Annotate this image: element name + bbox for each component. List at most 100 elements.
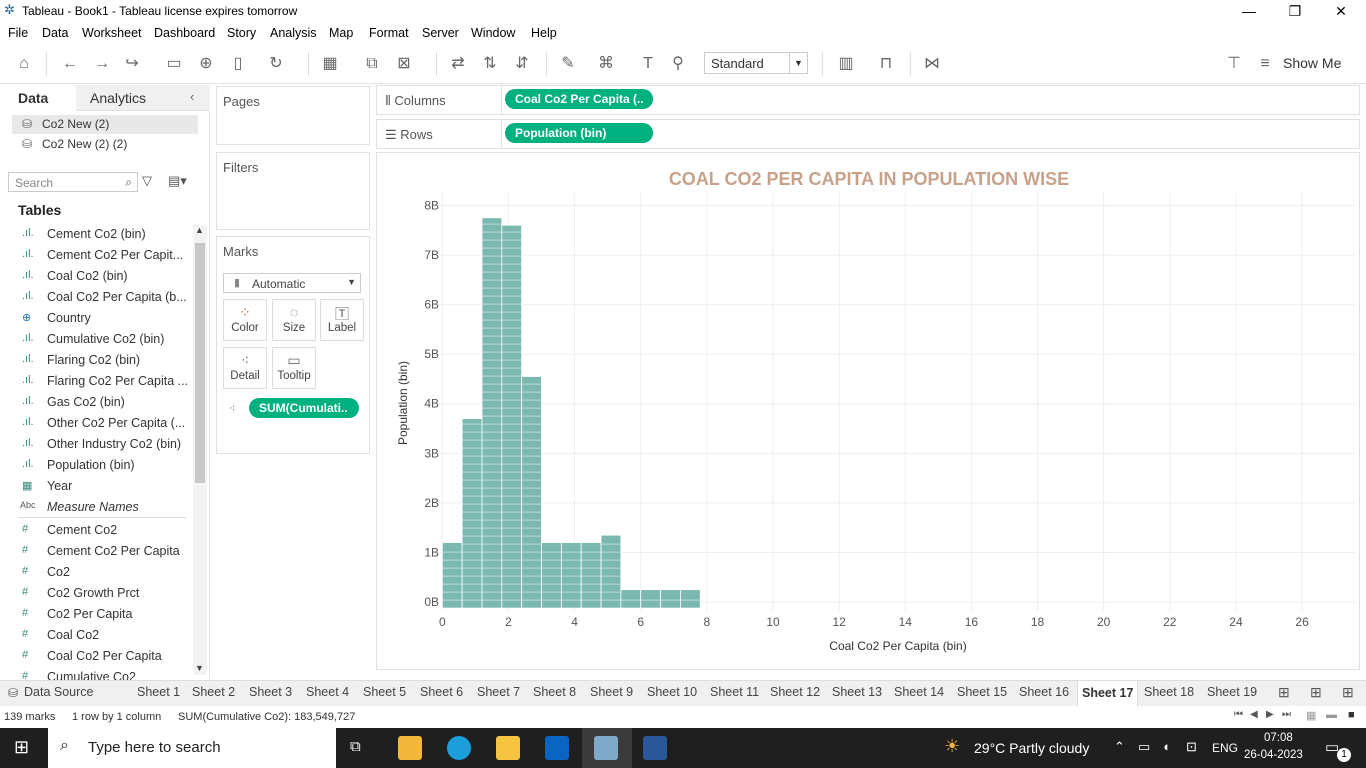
highlight-icon[interactable]: ✎ <box>561 55 575 72</box>
tab-data-source[interactable]: Data Source <box>24 685 94 699</box>
field-item[interactable]: .ıl. Cement Co2 (bin) <box>0 224 190 245</box>
sort-ascending-icon[interactable]: ⇅ <box>483 55 497 72</box>
menu-format[interactable]: Format <box>369 26 409 40</box>
new-dashboard-icon[interactable]: ⊞ <box>1310 684 1322 700</box>
view-options-icon[interactable]: ▤▾ <box>168 173 187 188</box>
field-item[interactable]: .ıl. Population (bin) <box>0 455 190 476</box>
tab-sheet-12[interactable]: Sheet 12 <box>770 685 821 699</box>
field-item[interactable]: .ıl. Flaring Co2 Per Capita ... <box>0 371 190 392</box>
duplicate-icon[interactable]: ⧉ <box>366 55 378 72</box>
rows-pill[interactable]: Population (bin) <box>505 123 653 143</box>
tab-sheet-19[interactable]: Sheet 19 <box>1207 685 1258 699</box>
field-search-input[interactable]: Search ⌕ <box>8 172 138 192</box>
swap-icon[interactable]: ⇄ <box>451 55 465 72</box>
close-button[interactable]: ✕ <box>1335 3 1347 19</box>
field-item[interactable]: # Co2 <box>0 562 190 583</box>
presentation-icon[interactable]: ⊓ <box>879 55 893 72</box>
field-item[interactable]: # Co2 Per Capita <box>0 604 190 625</box>
tab-sheet-13[interactable]: Sheet 13 <box>832 685 883 699</box>
tab-sheet-5[interactable]: Sheet 5 <box>363 685 407 699</box>
show-me-icon[interactable]: ≡ <box>1260 55 1270 72</box>
field-item[interactable]: Abc Measure Names <box>0 497 190 518</box>
pause-updates-icon[interactable]: ▯ <box>233 55 243 72</box>
volume-icon[interactable]: ◖ <box>1162 739 1170 754</box>
field-item[interactable]: # Cement Co2 Per Capita <box>0 541 190 562</box>
datasource-item[interactable]: ⛁ Co2 New (2) <box>12 115 198 134</box>
fix-axes-icon[interactable]: ⚲ <box>672 55 684 72</box>
tab-sheet-4[interactable]: Sheet 4 <box>306 685 350 699</box>
field-item[interactable]: .ıl. Flaring Co2 (bin) <box>0 350 190 371</box>
edge-app-icon[interactable] <box>447 736 471 760</box>
minimize-button[interactable]: — <box>1242 3 1256 19</box>
collapse-icon[interactable]: ‹ <box>190 89 195 104</box>
field-item[interactable]: .ıl. Coal Co2 (bin) <box>0 266 190 287</box>
clock-time[interactable]: 07:08 <box>1264 732 1293 744</box>
tab-sheet-16[interactable]: Sheet 16 <box>1019 685 1070 699</box>
tray-chevron-icon[interactable]: ⌃ <box>1114 739 1125 754</box>
rows-shelf[interactable]: ☰ Rows Population (bin) <box>376 119 1360 149</box>
columns-pill[interactable]: Coal Co2 Per Capita (.. <box>505 89 653 109</box>
view-canvas[interactable]: COAL CO2 PER CAPITA IN POPULATION WISE C… <box>376 152 1360 670</box>
show-cards-icon[interactable]: ▥ <box>838 55 854 72</box>
tab-sheet-18[interactable]: Sheet 18 <box>1144 685 1195 699</box>
menu-dashboard[interactable]: Dashboard <box>154 26 216 40</box>
notification-icon[interactable]: ▭ <box>1325 739 1340 756</box>
tab-sheet-1[interactable]: Sheet 1 <box>137 685 181 699</box>
menu-window[interactable]: Window <box>471 26 516 40</box>
undo-icon[interactable]: ← <box>62 55 78 72</box>
detail-button[interactable]: ⁖ Detail <box>223 347 267 389</box>
clock-date[interactable]: 26-04-2023 <box>1244 749 1303 761</box>
field-item[interactable]: ▦ Year <box>0 476 190 497</box>
fit-dropdown[interactable]: Standard ▼ <box>704 52 808 74</box>
show-me-button[interactable]: Show Me <box>1283 55 1342 71</box>
tab-sheet-10[interactable]: Sheet 10 <box>647 685 698 699</box>
detail-pill[interactable]: SUM(Cumulati.. <box>249 398 359 418</box>
tab-sheet-7[interactable]: Sheet 7 <box>477 685 521 699</box>
show-labels-icon[interactable]: T <box>643 55 653 72</box>
language-indicator[interactable]: ENG <box>1212 741 1239 755</box>
device-icon[interactable]: ⊡ <box>1186 739 1197 754</box>
color-button[interactable]: ⁘ Color <box>223 299 267 341</box>
word-app-icon[interactable] <box>643 736 667 760</box>
tab-analytics[interactable]: Analytics ‹ <box>76 85 210 111</box>
menu-file[interactable]: File <box>8 26 29 40</box>
field-item[interactable]: .ıl. Other Co2 Per Capita (... <box>0 413 190 434</box>
restore-button[interactable]: ❐ <box>1288 3 1302 19</box>
refresh-icon[interactable]: ↻ <box>269 55 283 72</box>
filter-icon[interactable]: ▽ <box>142 173 152 188</box>
field-item[interactable]: .ıl. Coal Co2 Per Capita (b... <box>0 287 190 308</box>
store-app-icon[interactable] <box>398 736 422 760</box>
columns-shelf[interactable]: ⦀ Columns Coal Co2 Per Capita (.. <box>376 85 1360 115</box>
histogram-chart[interactable]: COAL CO2 PER CAPITA IN POPULATION WISE C… <box>377 153 1359 669</box>
menu-map[interactable]: Map <box>329 26 354 40</box>
redo-icon[interactable]: → <box>94 55 110 72</box>
scroll-up-icon[interactable]: ▲ <box>195 225 204 235</box>
sort-descending-icon[interactable]: ⇵ <box>515 55 529 72</box>
save-icon[interactable]: ▭ <box>166 55 182 72</box>
replay-icon[interactable]: ↪ <box>125 55 139 72</box>
size-button[interactable]: ◌ Size <box>272 299 316 341</box>
tableau-app-icon[interactable] <box>594 736 618 760</box>
tab-data[interactable]: Data <box>18 90 49 106</box>
field-item[interactable]: # Co2 Growth Prct <box>0 583 190 604</box>
scroll-down-icon[interactable]: ▼ <box>195 663 204 673</box>
group-icon[interactable]: ⌘ <box>598 55 614 72</box>
menu-analysis[interactable]: Analysis <box>270 26 317 40</box>
mark-type-dropdown[interactable]: ▮ Automatic ▼ <box>223 273 361 293</box>
field-item[interactable]: # Coal Co2 <box>0 625 190 646</box>
mail-app-icon[interactable] <box>545 736 569 760</box>
filters-card[interactable]: Filters <box>216 152 370 230</box>
tab-sheet-8[interactable]: Sheet 8 <box>533 685 577 699</box>
tooltip-button[interactable]: ▭ Tooltip <box>272 347 316 389</box>
tab-sheet-17[interactable]: Sheet 17 <box>1077 680 1139 707</box>
field-item[interactable]: # Cement Co2 <box>0 520 190 541</box>
clear-sheet-icon[interactable]: ⊠ <box>397 55 411 72</box>
next-sheet-icon[interactable]: ▶ <box>1266 709 1274 720</box>
field-item[interactable]: # Coal Co2 Per Capita <box>0 646 190 667</box>
menu-worksheet[interactable]: Worksheet <box>82 26 142 40</box>
tab-sheet-3[interactable]: Sheet 3 <box>249 685 293 699</box>
field-item[interactable]: .ıl. Other Industry Co2 (bin) <box>0 434 190 455</box>
new-worksheet-icon[interactable]: ⊞ <box>1278 684 1290 700</box>
prev-sheet-icon[interactable]: ◀ <box>1250 709 1258 720</box>
field-item[interactable]: ⊕ Country <box>0 308 190 329</box>
